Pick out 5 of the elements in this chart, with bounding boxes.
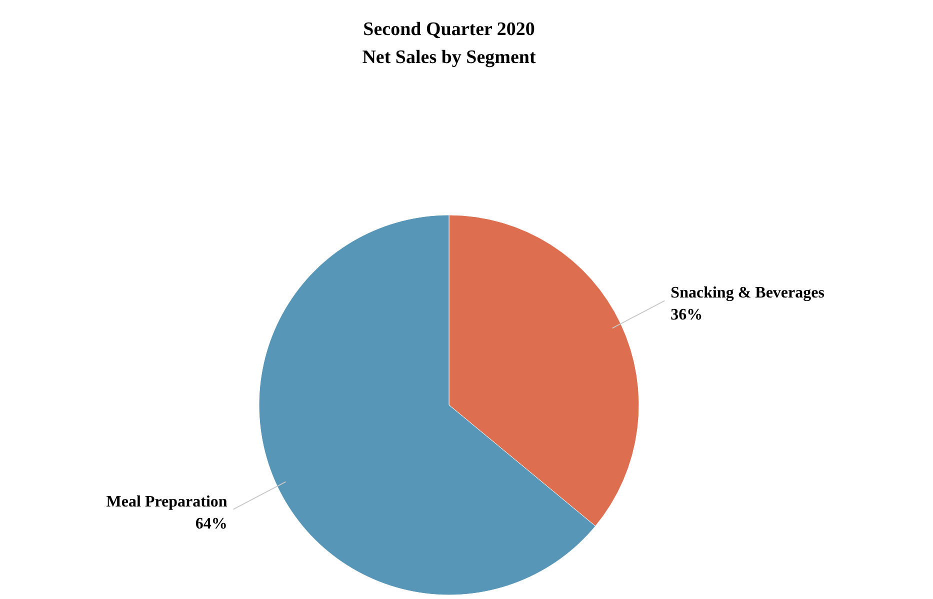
data-label: 36% — [670, 306, 703, 324]
data-label: 64% — [195, 515, 228, 532]
slice-label: Snacking & Beverages — [670, 284, 824, 302]
chart-title: Second Quarter 2020 Net Sales by Segment — [362, 19, 536, 68]
slice-label: Meal Preparation — [106, 493, 228, 510]
